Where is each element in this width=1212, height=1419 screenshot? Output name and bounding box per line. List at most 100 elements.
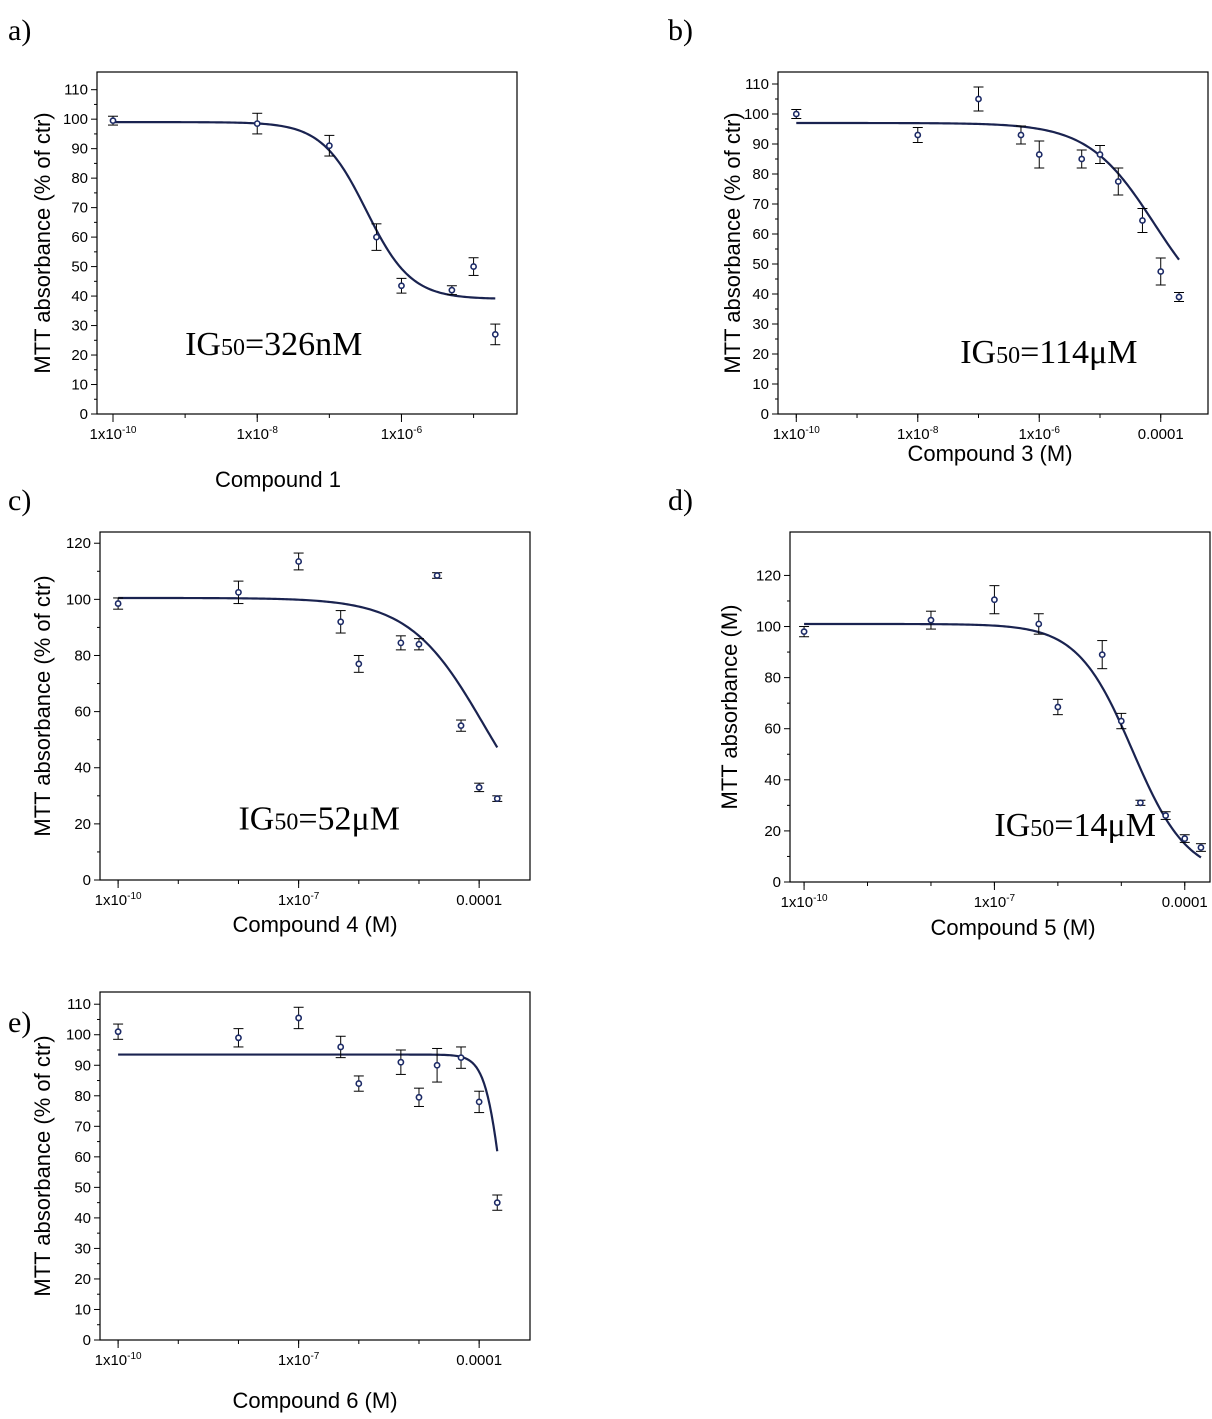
y-tick-label: 20 [752,346,769,363]
y-tick-label: 20 [74,816,91,833]
y-tick-label: 0 [80,406,88,423]
y-tick-label: 20 [71,347,88,364]
y-tick-label: 30 [74,1240,91,1257]
x-tick-label: 0.0001 [1138,426,1184,443]
y-tick-label: 60 [71,229,88,246]
fit-curve [118,596,499,748]
panel-letter: b) [668,14,693,47]
y-tick-label: 0 [83,1332,91,1349]
y-tick-label: 40 [752,286,769,303]
y-tick-label: 60 [752,226,769,243]
x-tick-label: 1x10-10 [95,1351,142,1369]
y-tick-label: 80 [74,1088,91,1105]
data-point [1017,131,1025,139]
data-point [114,1028,122,1036]
plot-frame [99,991,531,1341]
y-tick-label: 80 [752,166,769,183]
y-axis-label: MTT absorbance (M) [717,605,742,810]
data-point [397,1058,405,1066]
data-point [355,1080,363,1087]
data-point [1054,703,1062,711]
y-tick-label: 100 [66,1027,91,1044]
y-tick-label: 20 [764,823,781,840]
y-tick-label: 70 [71,200,88,217]
x-axis-label: Compound 5 (M) [930,915,1095,940]
y-tick-label: 120 [66,535,91,552]
y-tick-label: 60 [74,1149,91,1166]
x-tick-label: 1x10-10 [781,893,828,911]
x-tick-label: 1x10-6 [381,425,423,443]
y-axis-label: MTT absorbance (% of ctr) [30,1035,55,1296]
data-point [415,1093,423,1101]
data-point [373,233,380,241]
data-point [491,330,499,338]
x-tick-label: 0.0001 [1162,894,1208,911]
data-point [1117,717,1125,725]
y-tick-label: 80 [71,170,88,187]
y-tick-label: 90 [74,1057,91,1074]
data-point [325,142,333,150]
x-tick-label: 1x10-10 [90,425,137,443]
plot-frame [99,531,531,881]
data-point [1098,651,1106,659]
y-tick-label: 80 [74,647,91,664]
y-tick-label: 120 [756,567,781,584]
data-point [109,117,117,125]
plot-frame [96,71,518,415]
data-point [792,110,800,118]
data-point [398,282,405,290]
ig50-annotation: IG50=52μM [238,800,400,837]
x-tick-label: 1x10-8 [897,425,939,443]
y-axis-label: MTT absorbance (% of ctr) [30,112,55,373]
fit-curve [113,121,496,300]
data-point [253,120,261,127]
data-point [1096,151,1104,158]
chart-panel-5: e) 0 10 20 30 40 50 60 70 80 90 100 110 1x10-10 1x10-7… [8,991,531,1413]
data-point [1197,844,1205,851]
data-point [114,600,122,607]
data-point [475,1098,483,1106]
data-point [1157,268,1165,275]
ig50-annotation: IG50=14μM [994,807,1156,844]
y-tick-label: 70 [74,1118,91,1135]
fit-curve [118,1053,499,1152]
chart-panel-4: d) 0 20 40 60 80 100 120 1x10-10 1x10-7 0.0001 Comp… [668,484,1211,940]
data-point [1035,151,1043,158]
panel-letter: d) [668,484,693,517]
data-point [470,263,477,270]
data-point [1114,178,1122,185]
x-tick-label: 0.0001 [456,892,502,909]
y-tick-label: 50 [71,259,88,276]
x-axis-label: Compound 6 (M) [232,1388,397,1413]
x-tick-label: 0.0001 [456,1352,502,1369]
data-point [1137,799,1144,807]
y-tick-label: 10 [71,377,88,394]
data-point [800,628,808,636]
y-tick-label: 60 [74,704,91,721]
data-point [1181,835,1189,842]
data-point [457,722,465,730]
x-axis-label: Compound 3 (M) [907,441,1072,466]
data-point [1162,812,1170,819]
y-tick-label: 90 [71,141,88,158]
data-point [914,131,922,139]
data-point [457,1054,465,1062]
x-tick-label: 1x10-6 [1019,425,1061,443]
chart-panel-3: c) 0 20 40 60 80 100 120 1x10-10 1x10-7 0.0001 Comp… [8,484,531,937]
y-tick-label: 110 [67,996,91,1013]
fit-curve [804,622,1202,859]
y-tick-label: 30 [71,318,88,335]
y-tick-label: 20 [74,1271,91,1288]
y-tick-label: 50 [752,256,769,273]
data-point [493,795,501,803]
ig50-annotation: IG50=114μM [960,334,1137,371]
y-tick-label: 40 [764,772,781,789]
data-point [295,1014,303,1022]
y-tick-label: 50 [74,1179,91,1196]
plot-frame [777,71,1209,415]
x-tick-label: 1x10-7 [278,891,320,909]
x-axis-label: Compound 4 (M) [232,912,397,937]
y-tick-label: 80 [764,670,781,687]
data-point [397,639,405,647]
ig50-annotation: IG50=326nM [185,326,362,363]
